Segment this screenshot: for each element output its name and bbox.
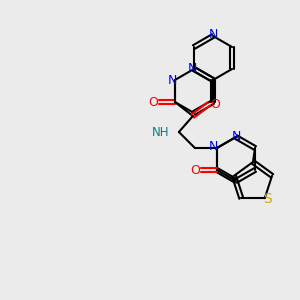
Text: O: O [148, 95, 158, 109]
Text: N: N [231, 130, 241, 142]
Text: O: O [190, 164, 200, 176]
Text: N: N [168, 74, 178, 86]
Text: N: N [208, 28, 218, 41]
Text: S: S [263, 192, 272, 206]
Text: N: N [209, 140, 219, 154]
Text: N: N [187, 61, 196, 74]
Text: O: O [210, 98, 220, 110]
Text: NH: NH [152, 125, 169, 139]
